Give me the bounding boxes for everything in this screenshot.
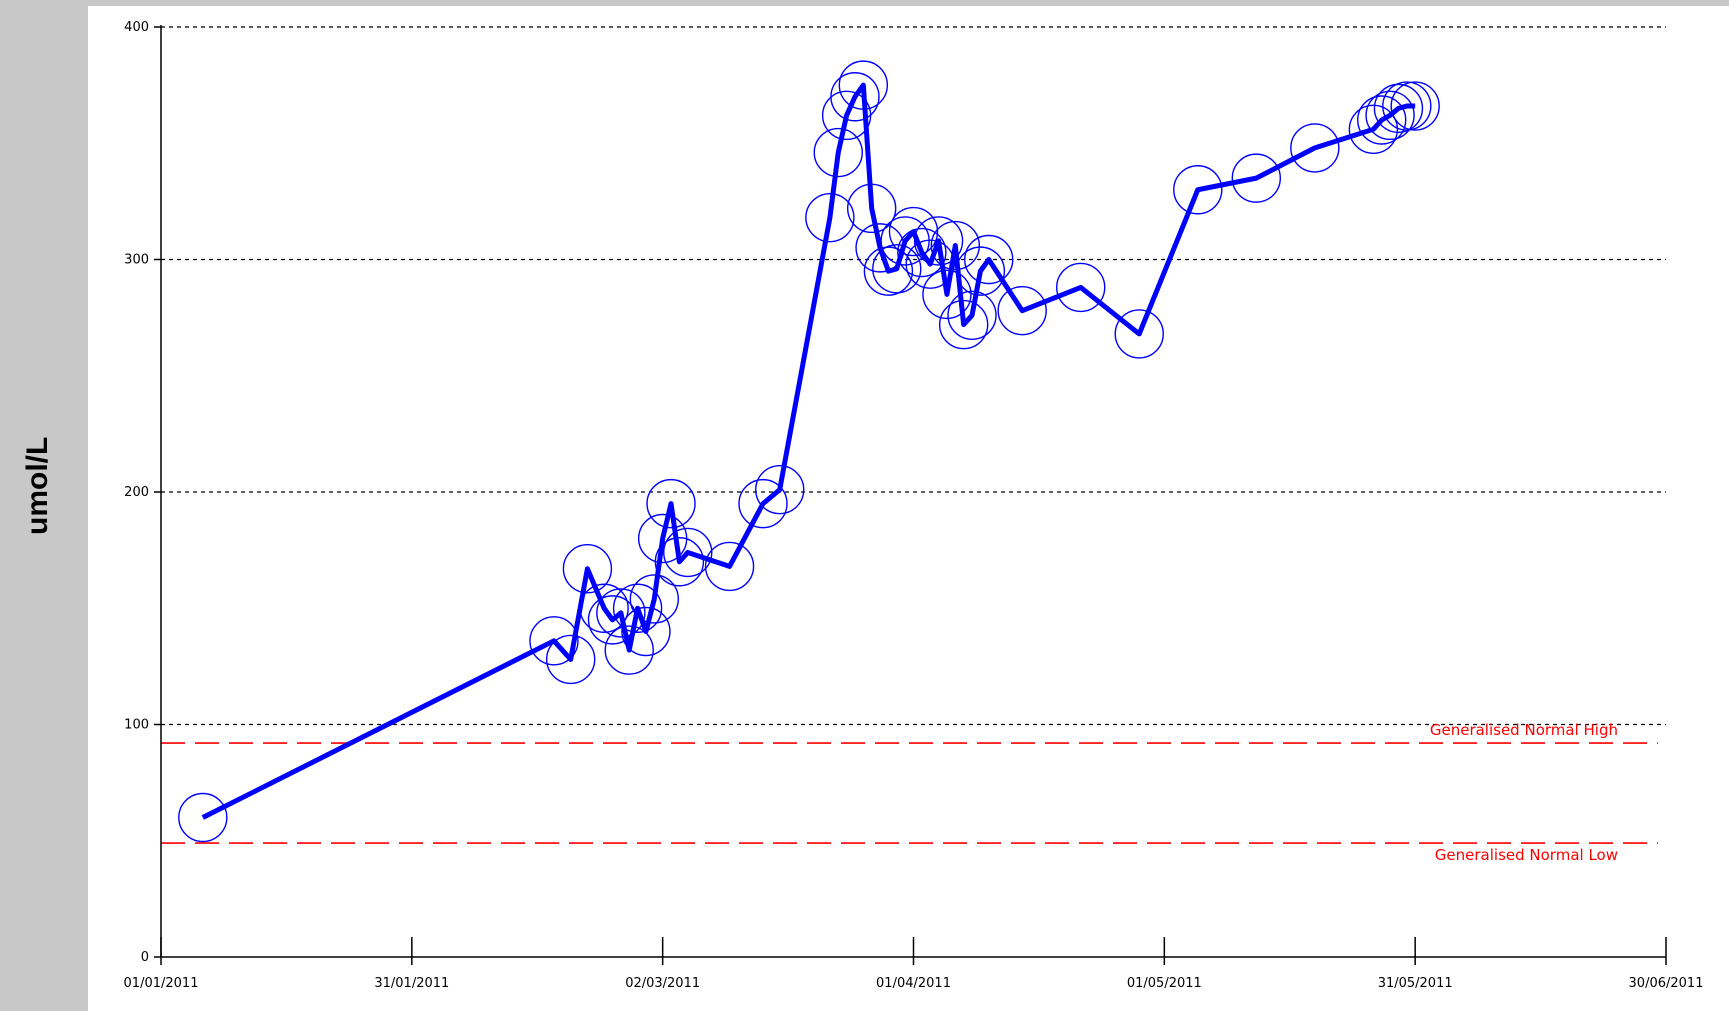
data-point	[938, 299, 989, 350]
reference-line-label: Generalised Normal High	[1430, 721, 1618, 739]
y-tick-label: 100	[124, 718, 149, 733]
y-tick-label: 300	[124, 253, 149, 268]
data-point	[947, 290, 997, 340]
data-point	[1357, 95, 1407, 145]
data-point	[1348, 104, 1399, 155]
y-tick-label: 200	[124, 485, 149, 500]
x-tick-label: 31/01/2011	[374, 976, 449, 991]
x-tick-label: 01/01/2011	[124, 976, 199, 991]
data-point	[930, 220, 981, 271]
data-point	[905, 239, 955, 289]
data-point	[997, 285, 1047, 336]
data-point	[872, 244, 922, 294]
data-point	[813, 127, 863, 178]
data-point	[663, 527, 713, 578]
axes: 0 100 200 300 400 01/01/2011 31/01/2011 02/03/2…	[124, 20, 1704, 991]
data-point	[612, 583, 663, 633]
data-point	[805, 192, 855, 243]
data-point	[964, 234, 1014, 285]
data-point	[955, 246, 1006, 296]
data-point	[922, 269, 972, 320]
data-point	[646, 478, 696, 529]
y-tick-label: 400	[124, 20, 149, 35]
data-point	[596, 588, 646, 638]
data-point	[1373, 83, 1424, 134]
data-point	[1365, 90, 1415, 141]
data-point	[704, 541, 755, 592]
data-point	[1173, 165, 1223, 215]
data-point	[604, 625, 654, 675]
data-point	[1231, 153, 1282, 203]
x-tick-label: 30/06/2011	[1629, 976, 1704, 991]
data-point	[846, 183, 897, 234]
x-tick-label: 31/05/2011	[1378, 976, 1453, 991]
data-point	[1390, 81, 1440, 131]
data-point	[738, 478, 788, 529]
data-point	[838, 60, 889, 110]
data-point	[545, 634, 596, 685]
x-tick-label: 01/05/2011	[1127, 976, 1202, 991]
data-point	[888, 206, 939, 257]
data-point	[855, 223, 905, 273]
data-point	[587, 595, 638, 645]
reference-lines: Generalised Normal High Generalised Norma…	[161, 721, 1658, 864]
x-tick-label: 01/04/2011	[876, 976, 951, 991]
x-tick-label: 02/03/2011	[625, 976, 700, 991]
data-point	[830, 72, 880, 122]
y-tick-label: 0	[141, 950, 149, 965]
series-line	[201, 82, 1416, 820]
reference-line-label: Generalised Normal Low	[1435, 846, 1618, 864]
data-point	[654, 537, 705, 587]
data-point	[755, 464, 805, 515]
data-point	[863, 246, 914, 296]
data-point	[1382, 81, 1432, 131]
data-point	[579, 583, 629, 633]
grid-layer	[161, 26, 1666, 726]
data-point	[562, 544, 613, 594]
data-point	[621, 606, 671, 657]
series-layer	[178, 60, 1440, 843]
data-point	[629, 574, 680, 624]
data-point	[913, 216, 964, 266]
data-point	[1290, 123, 1340, 173]
data-point	[178, 792, 228, 843]
data-point	[880, 216, 930, 266]
data-point	[897, 227, 947, 278]
data-point	[1056, 262, 1106, 313]
data-point	[529, 616, 579, 666]
data-point	[1114, 309, 1164, 359]
